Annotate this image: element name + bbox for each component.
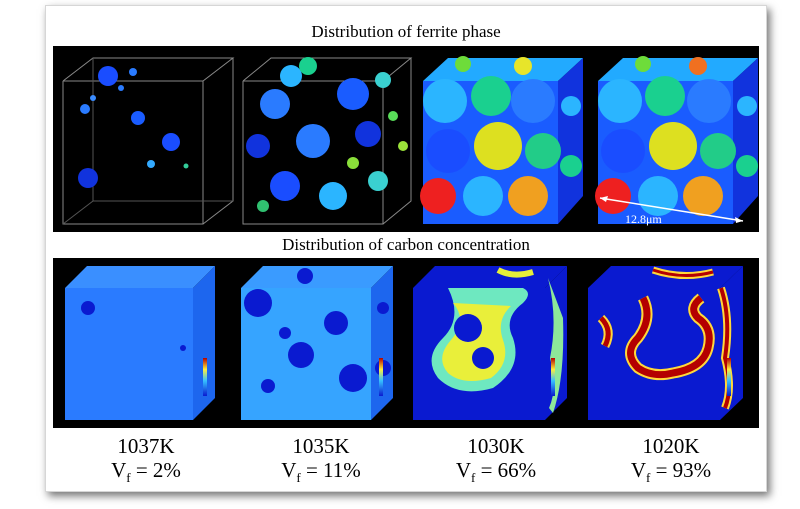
- carbon-cube-1030k: [413, 266, 567, 420]
- carbon-cube-1037k: [65, 266, 215, 420]
- column-label-1030k: 1030K Vf = 66%: [416, 434, 576, 490]
- ferrite-cube-1035k: [242, 57, 413, 225]
- ferrite-cube-1037k: [62, 57, 235, 225]
- figure-frame: Distribution of ferrite phase: [45, 5, 767, 492]
- carbon-concentration-panel: [53, 258, 759, 428]
- temperature-label: 1020K: [642, 434, 700, 458]
- column-label-1035k: 1035K Vf = 11%: [241, 434, 401, 490]
- carbon-cube-1035k: [241, 266, 393, 420]
- ferrite-cube-1020k: [595, 56, 758, 224]
- temperature-label: 1035K: [292, 434, 350, 458]
- temperature-label: 1030K: [467, 434, 525, 458]
- ferrite-phase-panel: 12.8μm: [53, 46, 759, 232]
- scale-bar-line: [599, 197, 744, 222]
- volume-fraction-label: Vf = 93%: [630, 458, 712, 486]
- volume-fraction-label: Vf = 11%: [281, 458, 361, 486]
- volume-fraction-label: Vf = 2%: [111, 458, 181, 486]
- volume-fraction-label: Vf = 66%: [455, 458, 537, 486]
- scale-bar-label: 12.8μm: [625, 212, 662, 226]
- column-label-1037k: 1037K Vf = 2%: [66, 434, 226, 490]
- ferrite-title: Distribution of ferrite phase: [311, 22, 501, 41]
- colorbar-group: [203, 358, 731, 396]
- column-label-1020k: 1020K Vf = 93%: [591, 434, 751, 490]
- ferrite-cube-1030k: [420, 56, 583, 224]
- carbon-cube-1020k: [588, 266, 743, 420]
- carbon-title: Distribution of carbon concentration: [282, 235, 530, 254]
- temperature-label: 1037K: [117, 434, 175, 458]
